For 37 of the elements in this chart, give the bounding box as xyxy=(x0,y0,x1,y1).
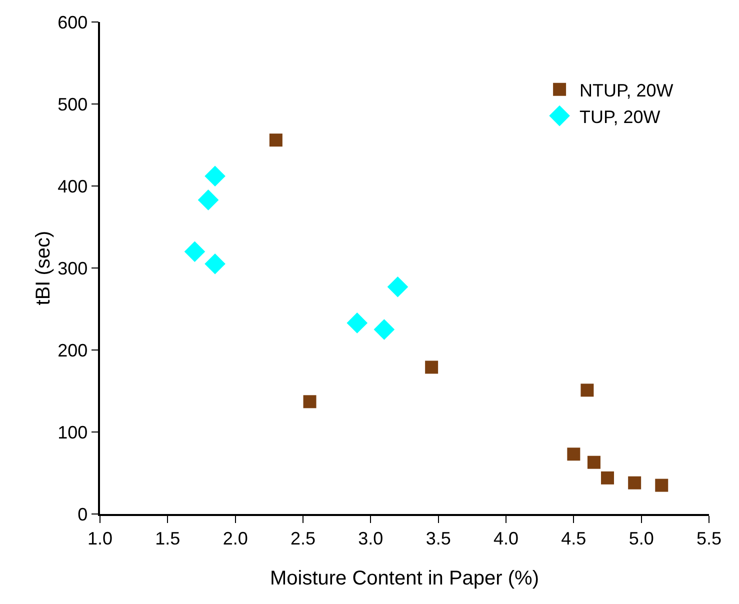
point xyxy=(198,190,219,210)
x-axis-title: Moisture Content in Paper (%) xyxy=(270,568,540,590)
point xyxy=(425,360,438,374)
point xyxy=(269,134,282,147)
point xyxy=(374,319,395,340)
point xyxy=(567,448,580,461)
x-tick-label: 3.5 xyxy=(426,528,451,548)
y-tick-label: 200 xyxy=(58,340,88,360)
y-axis-title: tBI (sec) xyxy=(32,230,54,306)
y-tick-label: 500 xyxy=(58,94,88,114)
x-tick-label: 4.5 xyxy=(561,528,586,548)
y-tick-label: 300 xyxy=(58,258,88,278)
point xyxy=(655,478,668,492)
x-tick-label: 2.5 xyxy=(290,528,316,548)
point xyxy=(346,312,368,334)
point xyxy=(628,476,642,490)
x-tick-label: 1.5 xyxy=(155,528,180,548)
x-tick-label: 4.0 xyxy=(493,528,519,548)
point xyxy=(303,395,316,408)
y-tick-label: 0 xyxy=(78,504,88,524)
legend-label: TUP, 20W xyxy=(580,106,660,127)
x-tick-label: 5.0 xyxy=(628,528,654,548)
point xyxy=(204,254,226,274)
point xyxy=(587,456,600,469)
point xyxy=(580,384,594,397)
y-tick-label: 600 xyxy=(58,12,88,32)
x-tick-label: 3.0 xyxy=(358,528,384,548)
x-tick-label: 2.0 xyxy=(222,528,248,548)
x-tick-label: 5.5 xyxy=(696,528,722,548)
y-tick-label: 100 xyxy=(58,422,88,442)
y-tick-label: 400 xyxy=(58,176,88,196)
point xyxy=(184,241,206,262)
legend-label: NTUP, 20W xyxy=(580,80,674,100)
point xyxy=(204,166,226,187)
x-tick-label: 1.0 xyxy=(87,528,113,548)
point xyxy=(387,276,408,298)
point xyxy=(601,471,614,484)
